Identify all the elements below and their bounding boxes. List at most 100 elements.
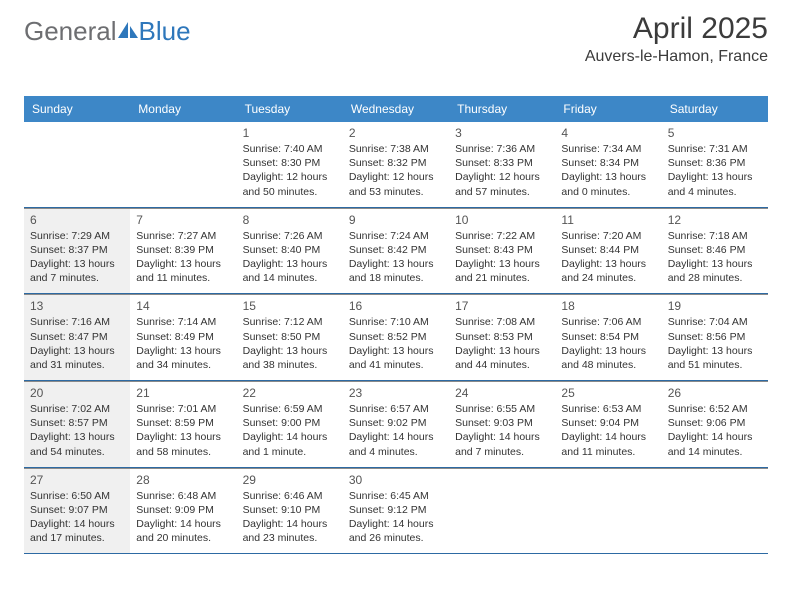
daylight-text: Daylight: 13 hours and 48 minutes. (561, 344, 655, 372)
daylight-text: Daylight: 12 hours and 50 minutes. (243, 170, 337, 198)
sunrise-text: Sunrise: 7:36 AM (455, 142, 549, 156)
day-cell: 30Sunrise: 6:45 AMSunset: 9:12 PMDayligh… (343, 469, 449, 554)
sunset-text: Sunset: 9:04 PM (561, 416, 655, 430)
week-row: 27Sunrise: 6:50 AMSunset: 9:07 PMDayligh… (24, 468, 768, 555)
sunrise-text: Sunrise: 6:52 AM (668, 402, 762, 416)
day-cell: 26Sunrise: 6:52 AMSunset: 9:06 PMDayligh… (662, 382, 768, 467)
day-number: 7 (136, 213, 230, 227)
page-subtitle: Auvers-le-Hamon, France (585, 48, 768, 66)
sunrise-text: Sunrise: 7:26 AM (243, 229, 337, 243)
day-number: 12 (668, 213, 762, 227)
title-block: April 2025 Auvers-le-Hamon, France (585, 12, 768, 66)
day-header: Saturday (662, 96, 768, 122)
daylight-text: Daylight: 14 hours and 23 minutes. (243, 517, 337, 545)
sunrise-text: Sunrise: 7:04 AM (668, 315, 762, 329)
day-number: 30 (349, 473, 443, 487)
sunrise-text: Sunrise: 7:29 AM (30, 229, 124, 243)
day-number: 22 (243, 386, 337, 400)
day-cell: 28Sunrise: 6:48 AMSunset: 9:09 PMDayligh… (130, 469, 236, 554)
logo-text-general: General (24, 16, 117, 47)
day-cell: 19Sunrise: 7:04 AMSunset: 8:56 PMDayligh… (662, 295, 768, 380)
weeks-container: 1Sunrise: 7:40 AMSunset: 8:30 PMDaylight… (24, 122, 768, 554)
day-cell: 18Sunrise: 7:06 AMSunset: 8:54 PMDayligh… (555, 295, 661, 380)
sunset-text: Sunset: 9:09 PM (136, 503, 230, 517)
sunset-text: Sunset: 8:59 PM (136, 416, 230, 430)
day-cell: 15Sunrise: 7:12 AMSunset: 8:50 PMDayligh… (237, 295, 343, 380)
day-number: 16 (349, 299, 443, 313)
week-row: 6Sunrise: 7:29 AMSunset: 8:37 PMDaylight… (24, 208, 768, 295)
sunset-text: Sunset: 9:12 PM (349, 503, 443, 517)
day-number: 20 (30, 386, 124, 400)
sunrise-text: Sunrise: 7:18 AM (668, 229, 762, 243)
sunset-text: Sunset: 8:46 PM (668, 243, 762, 257)
daylight-text: Daylight: 12 hours and 53 minutes. (349, 170, 443, 198)
daylight-text: Daylight: 13 hours and 24 minutes. (561, 257, 655, 285)
day-cell: 11Sunrise: 7:20 AMSunset: 8:44 PMDayligh… (555, 209, 661, 294)
sunset-text: Sunset: 8:56 PM (668, 330, 762, 344)
sunrise-text: Sunrise: 7:01 AM (136, 402, 230, 416)
sunrise-text: Sunrise: 7:02 AM (30, 402, 124, 416)
day-cell: 22Sunrise: 6:59 AMSunset: 9:00 PMDayligh… (237, 382, 343, 467)
day-cell: 13Sunrise: 7:16 AMSunset: 8:47 PMDayligh… (24, 295, 130, 380)
day-header: Friday (555, 96, 661, 122)
logo-sail-icon-2 (130, 26, 138, 38)
daylight-text: Daylight: 13 hours and 44 minutes. (455, 344, 549, 372)
day-cell: 6Sunrise: 7:29 AMSunset: 8:37 PMDaylight… (24, 209, 130, 294)
daylight-text: Daylight: 13 hours and 58 minutes. (136, 430, 230, 458)
sunset-text: Sunset: 9:02 PM (349, 416, 443, 430)
day-cell: 17Sunrise: 7:08 AMSunset: 8:53 PMDayligh… (449, 295, 555, 380)
day-cell: 4Sunrise: 7:34 AMSunset: 8:34 PMDaylight… (555, 122, 661, 207)
sunrise-text: Sunrise: 7:38 AM (349, 142, 443, 156)
day-number: 17 (455, 299, 549, 313)
sunrise-text: Sunrise: 6:59 AM (243, 402, 337, 416)
day-cell: 7Sunrise: 7:27 AMSunset: 8:39 PMDaylight… (130, 209, 236, 294)
day-number: 18 (561, 299, 655, 313)
day-cell: 5Sunrise: 7:31 AMSunset: 8:36 PMDaylight… (662, 122, 768, 207)
sunset-text: Sunset: 8:49 PM (136, 330, 230, 344)
day-cell: 29Sunrise: 6:46 AMSunset: 9:10 PMDayligh… (237, 469, 343, 554)
daylight-text: Daylight: 13 hours and 11 minutes. (136, 257, 230, 285)
day-header: Sunday (24, 96, 130, 122)
sunrise-text: Sunrise: 7:06 AM (561, 315, 655, 329)
day-number: 15 (243, 299, 337, 313)
day-number: 6 (30, 213, 124, 227)
day-cell: 27Sunrise: 6:50 AMSunset: 9:07 PMDayligh… (24, 469, 130, 554)
day-cell: 16Sunrise: 7:10 AMSunset: 8:52 PMDayligh… (343, 295, 449, 380)
sunrise-text: Sunrise: 6:45 AM (349, 489, 443, 503)
daylight-text: Daylight: 14 hours and 7 minutes. (455, 430, 549, 458)
sunrise-text: Sunrise: 7:34 AM (561, 142, 655, 156)
daylight-text: Daylight: 14 hours and 17 minutes. (30, 517, 124, 545)
day-header-row: Sunday Monday Tuesday Wednesday Thursday… (24, 96, 768, 122)
sunrise-text: Sunrise: 6:50 AM (30, 489, 124, 503)
sunset-text: Sunset: 9:03 PM (455, 416, 549, 430)
daylight-text: Daylight: 14 hours and 11 minutes. (561, 430, 655, 458)
day-number: 4 (561, 126, 655, 140)
day-number: 24 (455, 386, 549, 400)
day-header: Wednesday (343, 96, 449, 122)
day-cell: 9Sunrise: 7:24 AMSunset: 8:42 PMDaylight… (343, 209, 449, 294)
sunrise-text: Sunrise: 7:14 AM (136, 315, 230, 329)
day-number: 21 (136, 386, 230, 400)
day-cell: 24Sunrise: 6:55 AMSunset: 9:03 PMDayligh… (449, 382, 555, 467)
sunrise-text: Sunrise: 7:24 AM (349, 229, 443, 243)
daylight-text: Daylight: 13 hours and 41 minutes. (349, 344, 443, 372)
day-cell (555, 469, 661, 554)
sunset-text: Sunset: 9:10 PM (243, 503, 337, 517)
day-cell: 8Sunrise: 7:26 AMSunset: 8:40 PMDaylight… (237, 209, 343, 294)
day-header: Monday (130, 96, 236, 122)
day-number: 3 (455, 126, 549, 140)
day-number: 13 (30, 299, 124, 313)
sunrise-text: Sunrise: 7:08 AM (455, 315, 549, 329)
logo: General Blue (24, 16, 191, 47)
day-number: 19 (668, 299, 762, 313)
daylight-text: Daylight: 13 hours and 54 minutes. (30, 430, 124, 458)
daylight-text: Daylight: 13 hours and 28 minutes. (668, 257, 762, 285)
sunset-text: Sunset: 8:40 PM (243, 243, 337, 257)
sunset-text: Sunset: 8:34 PM (561, 156, 655, 170)
sunrise-text: Sunrise: 7:27 AM (136, 229, 230, 243)
sunset-text: Sunset: 8:50 PM (243, 330, 337, 344)
daylight-text: Daylight: 14 hours and 4 minutes. (349, 430, 443, 458)
sunset-text: Sunset: 8:30 PM (243, 156, 337, 170)
week-row: 1Sunrise: 7:40 AMSunset: 8:30 PMDaylight… (24, 122, 768, 208)
day-number: 5 (668, 126, 762, 140)
